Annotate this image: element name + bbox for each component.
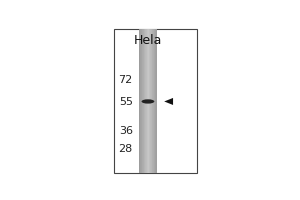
Text: 28: 28: [118, 144, 133, 154]
Bar: [150, 29, 151, 173]
Bar: [154, 29, 155, 173]
Bar: [146, 29, 147, 173]
Bar: [155, 29, 156, 173]
Bar: [144, 29, 145, 173]
Bar: [148, 29, 149, 173]
Text: 36: 36: [119, 126, 133, 136]
Bar: [149, 29, 150, 173]
Bar: [156, 29, 157, 173]
Bar: [139, 29, 157, 173]
Bar: [147, 29, 148, 173]
Bar: [148, 29, 149, 173]
Bar: [147, 29, 148, 173]
Bar: [140, 29, 141, 173]
Text: 72: 72: [118, 75, 133, 85]
Bar: [114, 29, 197, 173]
Bar: [144, 29, 145, 173]
Bar: [150, 29, 151, 173]
Bar: [157, 29, 158, 173]
Bar: [143, 29, 144, 173]
Text: Hela: Hela: [134, 34, 162, 47]
Ellipse shape: [142, 99, 154, 104]
Text: 55: 55: [119, 97, 133, 107]
Bar: [139, 29, 140, 173]
Bar: [151, 29, 152, 173]
Bar: [142, 29, 143, 173]
Bar: [140, 29, 141, 173]
Bar: [153, 29, 154, 173]
Polygon shape: [164, 98, 173, 105]
Bar: [155, 29, 156, 173]
Bar: [145, 29, 146, 173]
Bar: [139, 29, 140, 173]
Bar: [141, 29, 142, 173]
Bar: [152, 29, 153, 173]
